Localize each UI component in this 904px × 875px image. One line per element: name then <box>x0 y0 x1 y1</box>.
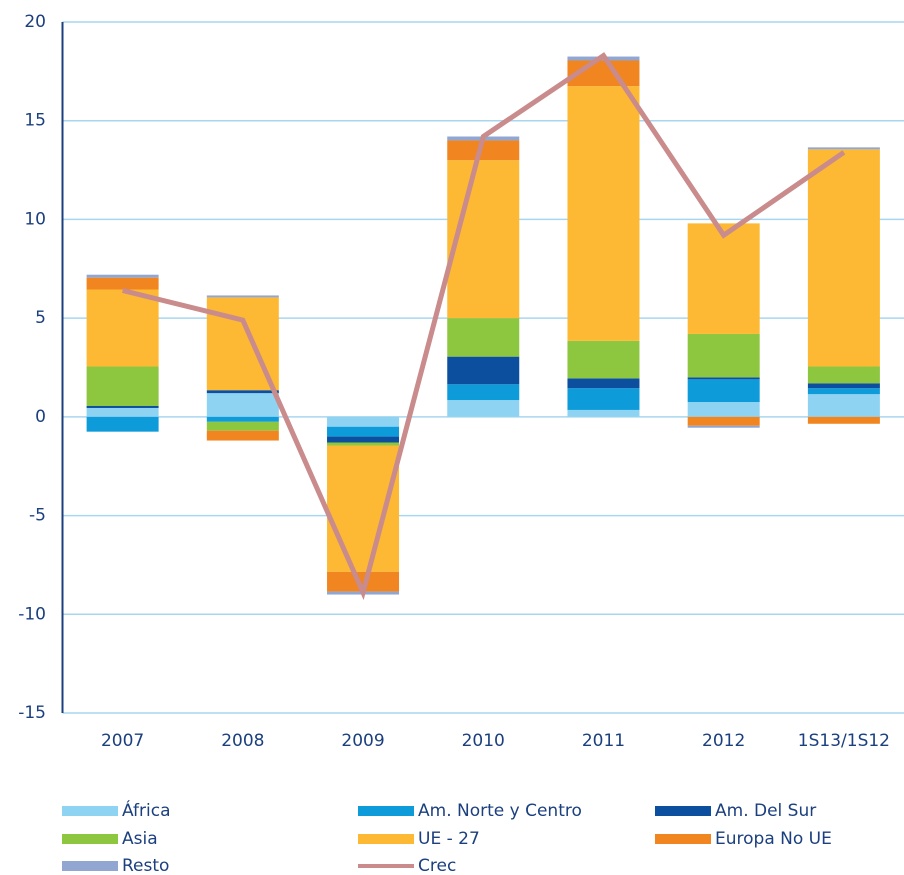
x-tick-label: 2012 <box>702 731 745 751</box>
bar-segment <box>206 295 279 298</box>
bar-segment <box>807 394 880 417</box>
bar-segment <box>86 289 159 367</box>
bar-segment <box>327 416 400 427</box>
legend-label: Asia <box>122 829 158 849</box>
x-tick-label: 2010 <box>462 731 505 751</box>
bar-segment <box>206 416 279 422</box>
bar-segment <box>567 340 640 379</box>
bar-segment <box>447 160 520 319</box>
legend-label: Am. Del Sur <box>715 801 816 821</box>
bar-segment <box>447 140 520 161</box>
bar-segment <box>807 149 880 367</box>
bar-segment <box>687 333 760 378</box>
y-tick-label: 10 <box>24 209 46 229</box>
bar-segment <box>86 405 159 408</box>
bar-segment <box>807 147 880 150</box>
bar-segment <box>327 445 400 572</box>
bar-segment <box>447 384 520 401</box>
legend-swatch <box>62 861 118 871</box>
bar-segment <box>687 402 760 417</box>
bar-segment <box>447 318 520 357</box>
legend-swatch <box>655 806 711 816</box>
bar-segment <box>687 416 760 426</box>
bar-segment <box>86 277 159 290</box>
legend-swatch <box>358 834 414 844</box>
bar-segment <box>206 430 279 441</box>
x-tick-label: 1S13/1S12 <box>798 731 890 751</box>
bar-segment <box>687 379 760 403</box>
bar-segment <box>327 436 400 443</box>
bar-segment <box>807 366 880 384</box>
bar-segment <box>86 407 159 417</box>
bar-segment <box>447 400 520 417</box>
bar-segment <box>687 223 760 334</box>
x-tick-label: 2007 <box>101 731 144 751</box>
bar-segment <box>206 393 279 417</box>
x-tick-label: 2008 <box>221 731 264 751</box>
bar-segment <box>687 377 760 380</box>
bar-segment <box>327 442 400 446</box>
legend-swatch <box>655 834 711 844</box>
legend-swatch <box>62 806 118 816</box>
legend-label: UE - 27 <box>418 829 480 849</box>
bar-segment <box>567 409 640 417</box>
y-tick-label: 5 <box>35 308 46 328</box>
bar-segment <box>86 366 159 406</box>
legend-swatch <box>358 806 414 816</box>
line-series <box>122 52 846 601</box>
bar-segment <box>567 388 640 410</box>
bar-segment <box>807 388 880 395</box>
bar-segment <box>447 356 520 385</box>
bar-segment <box>206 390 279 394</box>
bar-segment <box>807 416 880 424</box>
y-tick-label: -5 <box>29 506 46 526</box>
bar-segment <box>567 86 640 341</box>
bar-segment <box>807 383 880 389</box>
bar-segment <box>86 416 159 432</box>
bar-segment <box>86 274 159 278</box>
legend-label: África <box>122 799 171 821</box>
x-tick-label: 2009 <box>341 731 384 751</box>
bar-segment <box>567 378 640 389</box>
legend-swatch <box>62 834 118 844</box>
y-tick-label: -15 <box>18 703 46 723</box>
y-tick-label: 15 <box>24 111 46 131</box>
y-tick-label: 20 <box>24 12 46 32</box>
bar-segment <box>327 571 400 592</box>
legend-label: Am. Norte y Centro <box>418 801 582 821</box>
legend-label: Crec <box>418 856 456 875</box>
legend-label: Europa No UE <box>715 829 832 849</box>
bar-segment <box>206 421 279 431</box>
bar-segment <box>687 425 760 428</box>
legend-label: Resto <box>122 856 169 875</box>
y-tick-label: 0 <box>35 407 46 427</box>
y-tick-label: -10 <box>18 604 46 624</box>
x-tick-label: 2011 <box>582 731 625 751</box>
bar-segment <box>327 426 400 437</box>
